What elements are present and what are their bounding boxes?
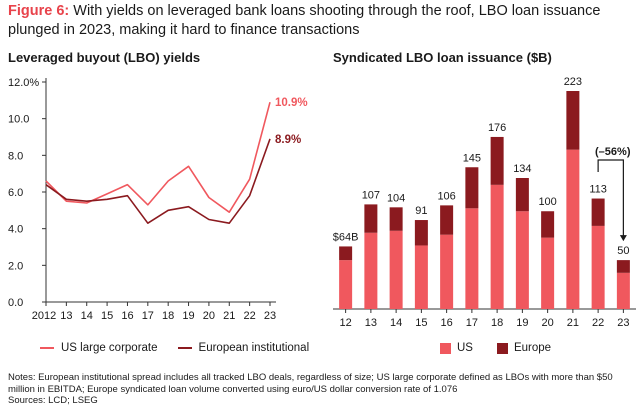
bar-europe xyxy=(364,204,378,233)
bar-total-label: 106 xyxy=(437,190,455,202)
bar-total-label: 113 xyxy=(589,184,607,196)
bar-total-label: 104 xyxy=(387,192,405,204)
bar-total-label: 223 xyxy=(564,76,582,88)
x-tick-label: 15 xyxy=(101,310,113,322)
bar-europe xyxy=(389,207,403,231)
bar-us xyxy=(541,237,555,309)
bar-chart: $64B 12 107 13 104 14 91 15 106 16 145 17 176 18 134 19… xyxy=(333,76,636,329)
y-tick-label: 4.0 xyxy=(8,224,23,236)
x-tick-label: 20 xyxy=(203,310,215,322)
bar-us xyxy=(591,225,605,309)
bar-us xyxy=(616,272,630,309)
bar-chart-title: Syndicated LBO loan issuance ($B) xyxy=(333,50,552,65)
legend-europe-swatch xyxy=(177,347,192,349)
x-tick-label: 18 xyxy=(491,317,503,329)
bar-us xyxy=(364,232,378,309)
legend-europe-label: European institutional xyxy=(198,342,310,354)
x-tick-label: 23 xyxy=(617,317,629,329)
line-chart-title: Leveraged buyout (LBO) yields xyxy=(8,50,201,65)
x-tick-label: 2012 xyxy=(32,310,56,322)
legend-us-swatch xyxy=(40,347,54,349)
chart-notes: Notes: European institutional spread inc… xyxy=(8,372,636,407)
x-tick-label: 16 xyxy=(441,317,453,329)
x-tick-label: 19 xyxy=(182,310,194,322)
y-tick-label: 10.0 xyxy=(8,114,29,126)
bar-total-label: 50 xyxy=(617,245,629,257)
bar-europe xyxy=(339,246,353,261)
y-tick-label: 6.0 xyxy=(8,187,23,199)
x-tick-label: 22 xyxy=(244,310,256,322)
bar-europe xyxy=(490,136,504,185)
bar-total-label: $64B xyxy=(333,231,359,243)
bar-europe xyxy=(414,220,428,246)
y-tick-label: 0.0 xyxy=(8,297,23,309)
end-value-label: 10.9% xyxy=(275,97,308,109)
bar-us xyxy=(389,230,403,309)
figure-title-text: With yields on leveraged bank loans shoo… xyxy=(8,3,601,38)
x-tick-label: 15 xyxy=(415,317,427,329)
bar-europe xyxy=(515,178,529,212)
legend-bar-europe-swatch xyxy=(496,342,508,354)
end-value-label: 8.9% xyxy=(275,134,301,146)
figure-title: Figure 6: With yields on leveraged bank … xyxy=(8,2,633,40)
y-tick-label: 8.0 xyxy=(8,150,23,162)
x-tick-label: 20 xyxy=(542,317,554,329)
legend-bar-us-label: US xyxy=(457,342,473,354)
bar-us xyxy=(490,184,504,309)
bar-us xyxy=(440,234,454,309)
bar-total-label: 145 xyxy=(463,152,481,164)
bar-total-label: 176 xyxy=(488,122,506,134)
x-tick-label: 12 xyxy=(340,317,352,329)
x-tick-label: 17 xyxy=(466,317,478,329)
x-tick-label: 21 xyxy=(223,310,235,322)
x-tick-label: 19 xyxy=(516,317,528,329)
notes-sources: Sources: LCD; LSEG xyxy=(8,395,98,406)
bar-us xyxy=(465,208,479,309)
bar-us xyxy=(414,245,428,309)
change-annotation: (–56%) xyxy=(595,146,631,158)
line-chart: 12.0% 10.0 8.0 6.0 4.0 2.0 0.0 2012 13 14 15 16 17 18… xyxy=(8,77,308,322)
bar-total-label: 134 xyxy=(513,163,531,175)
bar-europe xyxy=(616,260,630,273)
x-tick-label: 13 xyxy=(60,310,72,322)
bar-europe xyxy=(541,211,555,238)
bar-legend: US Europe xyxy=(440,342,551,354)
x-tick-label: 21 xyxy=(567,317,579,329)
legend-bar-us-swatch xyxy=(440,342,451,354)
legend-us-label: US large corporate xyxy=(61,342,158,354)
y-tick-label: 12.0% xyxy=(8,77,39,89)
series-line-us xyxy=(45,101,271,213)
x-tick-label: 23 xyxy=(264,310,276,322)
x-tick-label: 22 xyxy=(592,317,604,329)
legend-bar-europe-label: Europe xyxy=(513,342,552,354)
y-tick-label: 2.0 xyxy=(8,260,23,272)
bar-europe xyxy=(465,167,479,209)
bar-europe xyxy=(440,205,454,235)
bar-us xyxy=(339,260,353,309)
x-tick-label: 16 xyxy=(121,310,133,322)
x-tick-label: 17 xyxy=(142,310,154,322)
notes-text: Notes: European institutional spread inc… xyxy=(8,372,613,395)
bar-europe xyxy=(591,198,605,226)
bar-us xyxy=(566,149,580,309)
bar-total-label: 100 xyxy=(538,196,556,208)
change-bracket xyxy=(597,159,624,241)
x-tick-label: 13 xyxy=(365,317,377,329)
x-tick-label: 14 xyxy=(390,317,402,329)
bar-us xyxy=(515,211,529,309)
bar-total-label: 91 xyxy=(415,205,427,217)
change-arrowhead xyxy=(619,235,627,242)
figure-label: Figure 6: xyxy=(8,3,70,19)
bar-europe xyxy=(566,91,580,150)
line-legend: US large corporate European institutiona… xyxy=(40,342,309,354)
series-line-europe xyxy=(45,138,271,224)
x-tick-label: 18 xyxy=(162,310,174,322)
bar-total-label: 107 xyxy=(362,189,380,201)
x-tick-label: 14 xyxy=(81,310,93,322)
